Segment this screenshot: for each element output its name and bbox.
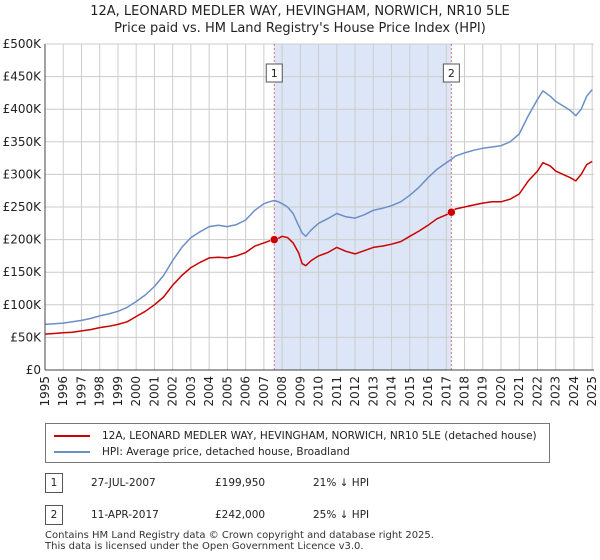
x-tick-label: 2012 bbox=[348, 376, 362, 407]
legend-item-property: 12A, LEONARD MEDLER WAY, HEVINGHAM, NORW… bbox=[54, 428, 537, 444]
x-tick-label: 2008 bbox=[275, 376, 289, 407]
tick-label-layer: £0 £50K £100K £150K £200K £250K £300K £350K £400… bbox=[3, 37, 600, 407]
hpi-series-line bbox=[44, 89, 593, 326]
chart-title: 12A, LEONARD MEDLER WAY, HEVINGHAM, NORW… bbox=[90, 4, 510, 19]
transaction-badge: 2 bbox=[45, 505, 63, 525]
x-tick-label: 2023 bbox=[549, 376, 563, 407]
x-tick-label: 2015 bbox=[403, 376, 417, 407]
grid-layer bbox=[44, 43, 594, 371]
transaction-marker-box bbox=[265, 63, 283, 83]
x-tick-label: 2018 bbox=[458, 376, 472, 407]
transaction-date: 11-APR-2017 bbox=[91, 509, 159, 521]
legend-label-hpi: HPI: Average price, detached house, Broa… bbox=[102, 446, 350, 458]
x-tick-label: 2004 bbox=[202, 376, 216, 407]
transaction-price: £242,000 bbox=[215, 509, 266, 521]
x-tick-label: 1997 bbox=[74, 376, 88, 407]
y-tick-label: £400K bbox=[3, 102, 43, 116]
y-tick-label: £250K bbox=[3, 200, 43, 214]
axis-layer bbox=[44, 44, 594, 371]
footer-copyright: Contains HM Land Registry data © Crown c… bbox=[45, 530, 434, 541]
transaction-point bbox=[270, 235, 279, 244]
x-tick-label: 2016 bbox=[421, 376, 435, 407]
y-tick-label: £300K bbox=[3, 167, 43, 181]
x-tick-label: 2000 bbox=[129, 376, 143, 407]
property-series-line bbox=[44, 160, 593, 335]
x-tick-label: 1995 bbox=[38, 376, 52, 407]
x-tick-label: 1999 bbox=[111, 376, 125, 407]
transaction-marker-number: 2 bbox=[448, 67, 455, 80]
x-tick-label: 2007 bbox=[257, 376, 271, 407]
y-tick-label: £500K bbox=[3, 37, 43, 51]
x-tick-label: 2014 bbox=[385, 376, 399, 407]
legend: 12A, LEONARD MEDLER WAY, HEVINGHAM, NORW… bbox=[45, 423, 550, 463]
x-tick-label: 2003 bbox=[184, 376, 198, 407]
y-tick-label: £50K bbox=[10, 330, 42, 344]
y-tick-label: £350K bbox=[3, 135, 43, 149]
x-tick-label: 2019 bbox=[476, 376, 490, 407]
chart-subtitle: Price paid vs. HM Land Registry's House … bbox=[114, 21, 486, 36]
footer-licence: This data is licensed under the Open Gov… bbox=[45, 541, 364, 552]
footer: Contains HM Land Registry data © Crown c… bbox=[45, 530, 434, 552]
x-tick-label: 2017 bbox=[439, 376, 453, 407]
transaction-marker-label: 2 bbox=[442, 63, 460, 83]
transaction-point bbox=[447, 207, 456, 217]
x-tick-label: 2022 bbox=[530, 376, 544, 407]
x-tick-label: 1998 bbox=[93, 376, 107, 407]
x-tick-label: 2011 bbox=[330, 376, 344, 407]
legend-label-property: 12A, LEONARD MEDLER WAY, HEVINGHAM, NORW… bbox=[102, 430, 537, 442]
x-tick-label: 2005 bbox=[220, 376, 234, 407]
transaction-price: £199,950 bbox=[215, 477, 266, 489]
transaction-marker-label: 1 bbox=[265, 63, 283, 83]
y-tick-label: £450K bbox=[3, 70, 43, 84]
transaction-marker-box bbox=[442, 63, 460, 83]
x-tick-label: 2021 bbox=[512, 376, 526, 407]
y-tick-label: £100K bbox=[3, 298, 43, 312]
y-tick-label: £0 bbox=[26, 363, 41, 377]
series-layer bbox=[44, 89, 593, 335]
legend-swatch-hpi bbox=[54, 451, 90, 453]
transaction-date: 27-JUL-2007 bbox=[91, 477, 156, 489]
y-tick-label: £200K bbox=[3, 233, 43, 247]
transaction-badge: 1 bbox=[45, 473, 63, 493]
x-tick-label: 2025 bbox=[585, 376, 599, 407]
transaction-hpi-diff: 21% ↓ HPI bbox=[313, 477, 370, 489]
legend-swatch-property bbox=[54, 435, 90, 437]
legend-item-hpi: HPI: Average price, detached house, Broa… bbox=[54, 444, 350, 460]
x-tick-label: 2020 bbox=[494, 376, 508, 407]
y-tick-label: £150K bbox=[3, 265, 43, 279]
x-tick-label: 2002 bbox=[166, 376, 180, 407]
x-tick-label: 2010 bbox=[312, 376, 326, 407]
x-tick-label: 2001 bbox=[147, 376, 161, 407]
transaction-hpi-diff: 25% ↓ HPI bbox=[313, 509, 370, 521]
x-tick-label: 2009 bbox=[293, 376, 307, 407]
transaction-marker-number: 1 bbox=[271, 67, 278, 80]
x-tick-label: 2006 bbox=[239, 376, 253, 407]
x-tick-label: 2013 bbox=[366, 376, 380, 407]
x-tick-label: 1996 bbox=[56, 376, 70, 407]
x-tick-label: 2024 bbox=[567, 376, 581, 407]
